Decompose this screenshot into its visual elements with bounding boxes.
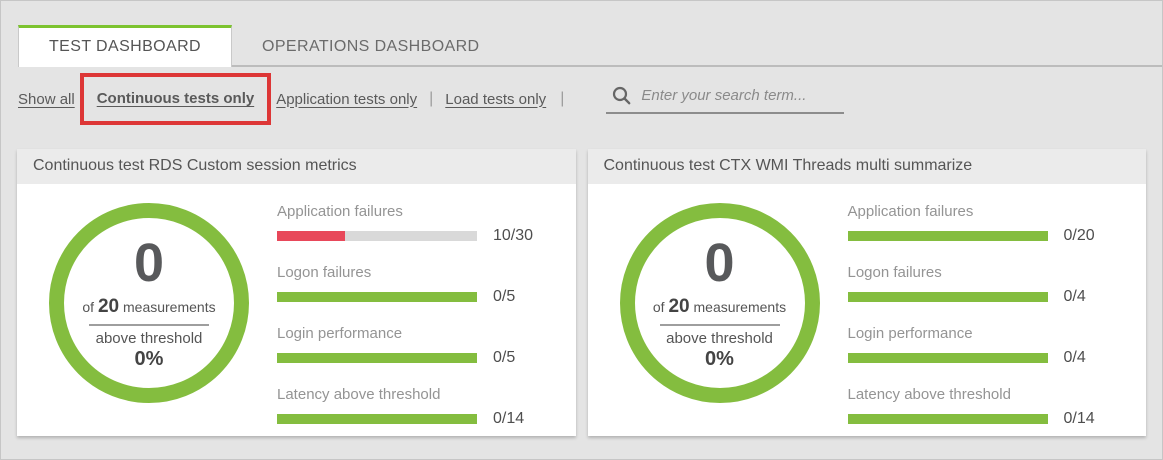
metric-label: Application failures <box>277 203 403 220</box>
test-card-ctx-wmi-threads-multi-summarize[interactable]: Continuous test CTX WMI Threads multi su… <box>587 149 1146 436</box>
metrics-list: Application failures 10/30 Logon failure… <box>277 203 552 447</box>
measurements-donut: 0 of 20 measurements above threshold 0% <box>619 203 820 403</box>
measurements-donut: 0 of 20 measurements above threshold 0% <box>49 203 249 403</box>
filter-continuous-tests-only[interactable]: Continuous tests only <box>96 90 255 107</box>
donut-measurements-label: measurements <box>693 298 787 315</box>
metric-login-performance: Login performance 0/5 <box>277 325 552 367</box>
metric-bar <box>847 353 1048 363</box>
metric-bar <box>847 414 1048 424</box>
donut-percent: 0% <box>705 347 734 370</box>
metric-label: Logon failures <box>277 264 372 281</box>
search-input[interactable] <box>641 87 832 104</box>
donut-percent: 0% <box>134 347 164 370</box>
filter-load-tests-only[interactable]: Load tests only <box>445 90 547 108</box>
metric-value: 0/20 <box>1063 227 1095 244</box>
metric-value: 0/5 <box>493 349 516 366</box>
test-cards-container: Continuous test RDS Custom session metri… <box>1 149 1162 436</box>
metric-latency-above-threshold: Latency above threshold 0/14 <box>847 386 1123 428</box>
card-body: 0 of 20 measurements above threshold 0% … <box>17 184 576 447</box>
metric-bar <box>847 231 1048 241</box>
metric-logon-failures: Logon failures 0/5 <box>277 264 552 306</box>
tab-test-dashboard[interactable]: TEST DASHBOARD <box>18 25 232 67</box>
tab-bar: TEST DASHBOARD OPERATIONS DASHBOARD <box>18 25 1162 67</box>
donut-of-label: of <box>652 298 665 315</box>
metric-logon-failures: Logon failures 0/4 <box>847 264 1123 306</box>
red-annotation-box: Continuous tests only <box>79 73 272 125</box>
donut-measurements-line: of 20 measurements <box>653 296 786 318</box>
test-card-rds-custom-session-metrics[interactable]: Continuous test RDS Custom session metri… <box>17 149 576 436</box>
metric-value: 10/30 <box>493 227 534 244</box>
donut-measurements-line: of 20 measurements <box>82 296 215 318</box>
donut-count: 0 <box>133 232 165 293</box>
metric-application-failures: Application failures 10/30 <box>277 203 552 245</box>
metric-latency-above-threshold: Latency above threshold 0/14 <box>277 386 552 428</box>
donut-total: 20 <box>97 295 120 317</box>
card-title: Continuous test RDS Custom session metri… <box>17 149 576 184</box>
filter-application-tests-only[interactable]: Application tests only <box>276 90 418 108</box>
card-body: 0 of 20 measurements above threshold 0% … <box>588 184 1147 447</box>
tab-operations-dashboard[interactable]: OPERATIONS DASHBOARD <box>262 38 480 55</box>
search-box[interactable] <box>606 84 845 114</box>
donut-measurements-label: measurements <box>123 298 216 315</box>
metric-label: Latency above threshold <box>847 386 1011 403</box>
donut-divider <box>89 323 209 326</box>
filter-show-all[interactable]: Show all <box>18 90 75 108</box>
donut-total: 20 <box>668 295 690 317</box>
search-icon <box>612 86 631 105</box>
metric-label: Latency above threshold <box>277 386 441 403</box>
filter-separator: | <box>560 90 565 107</box>
metric-value: 0/14 <box>493 410 525 427</box>
donut-threshold-label: above threshold <box>95 329 203 347</box>
donut-divider <box>659 323 780 326</box>
metric-label: Application failures <box>847 203 974 220</box>
metric-bar <box>847 292 1048 302</box>
metric-value: 0/14 <box>1063 410 1095 427</box>
card-title: Continuous test CTX WMI Threads multi su… <box>587 149 1146 184</box>
filter-separator: | <box>429 90 434 107</box>
metric-value: 0/5 <box>493 288 516 305</box>
donut-count: 0 <box>704 232 735 293</box>
metric-login-performance: Login performance 0/4 <box>847 325 1123 367</box>
donut-threshold-label: above threshold <box>666 329 773 347</box>
metric-label: Login performance <box>277 325 403 342</box>
metric-value: 0/4 <box>1063 288 1086 305</box>
metrics-list: Application failures 0/20 Logon failures <box>847 203 1123 447</box>
filter-row: Show all Continuous tests only Applicati… <box>18 69 1162 129</box>
metric-label: Logon failures <box>847 264 942 281</box>
metric-application-failures: Application failures 0/20 <box>847 203 1123 245</box>
donut-of-label: of <box>82 298 95 315</box>
metric-bar <box>277 292 477 302</box>
metric-bar <box>277 231 477 241</box>
metric-bar <box>277 414 477 424</box>
metric-label: Login performance <box>847 325 973 342</box>
metric-value: 0/4 <box>1063 349 1086 366</box>
metric-bar <box>277 353 477 363</box>
